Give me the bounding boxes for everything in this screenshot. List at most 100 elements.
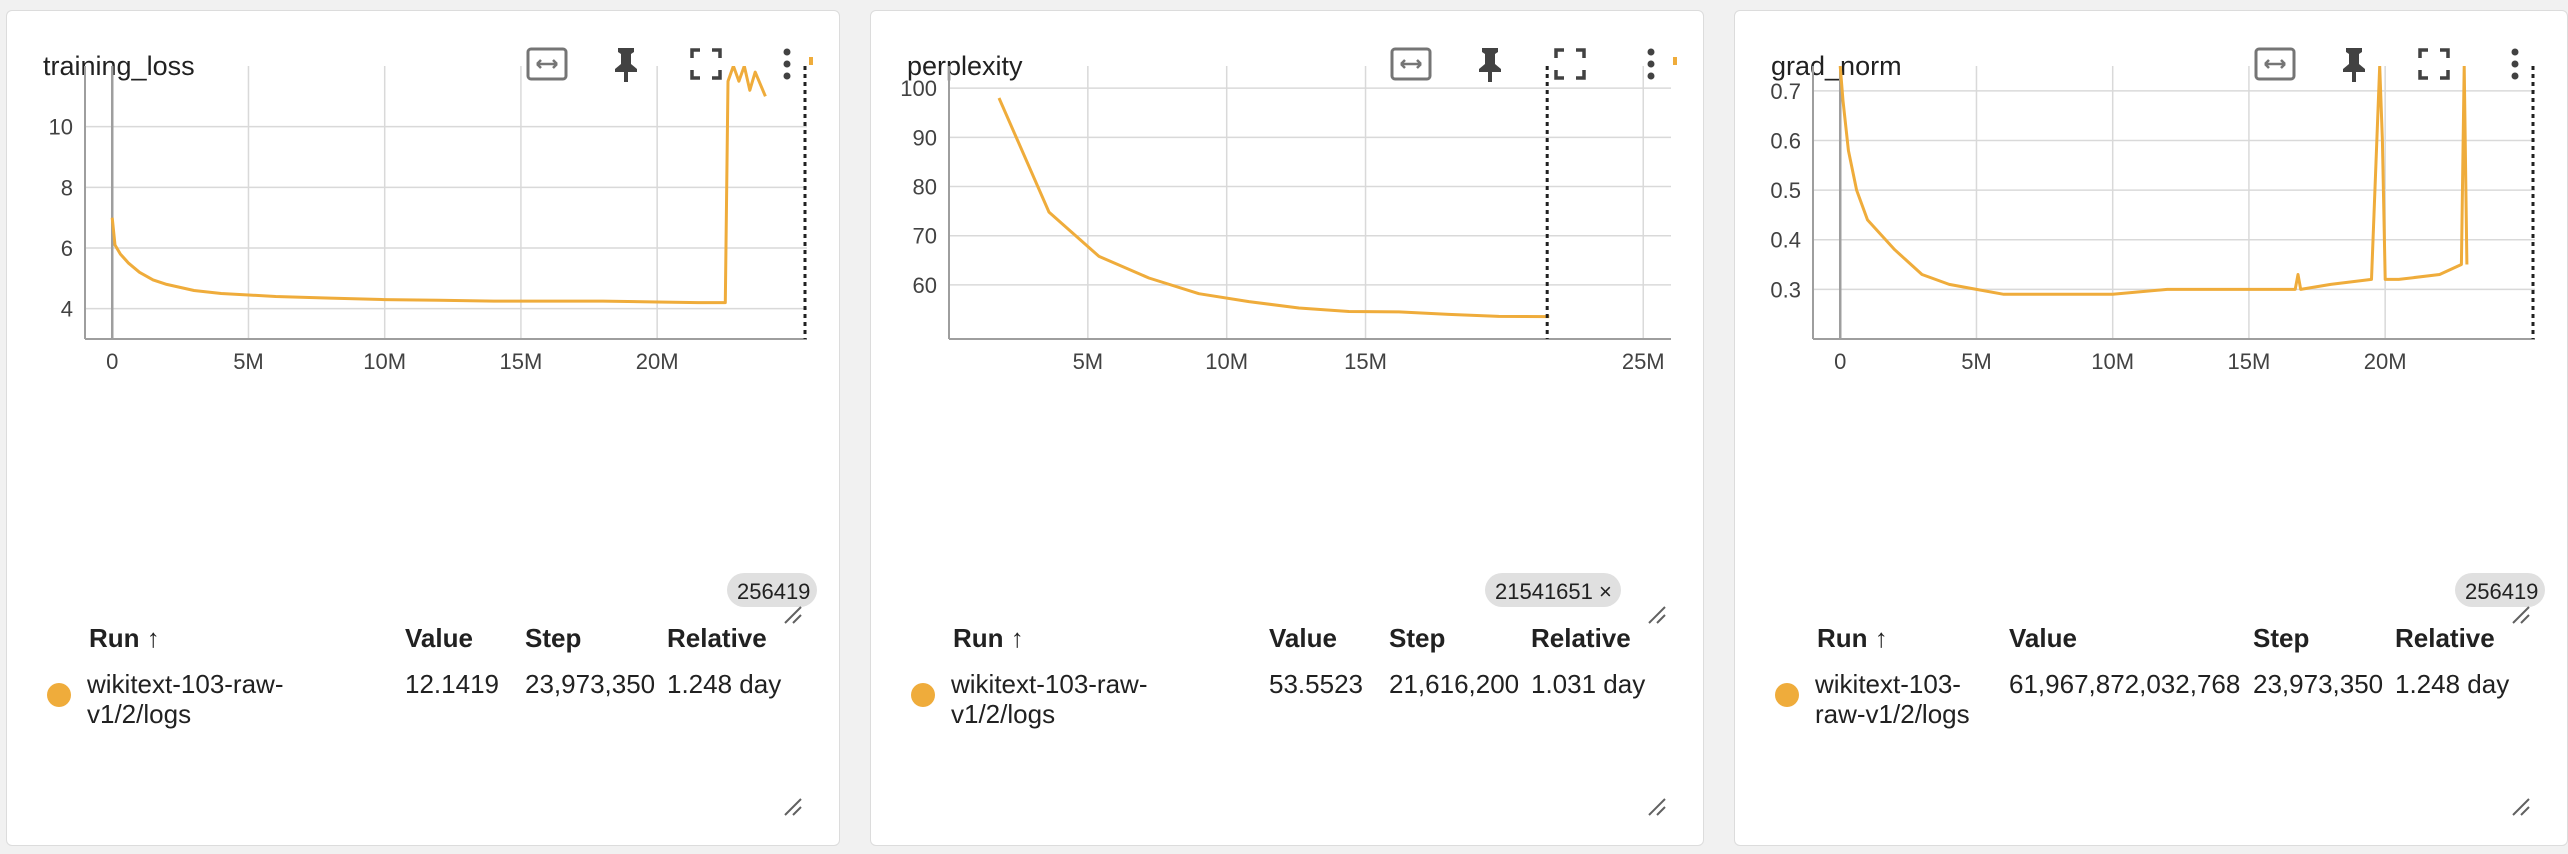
col-header-step[interactable]: Step [1389,623,1446,653]
col-header-value[interactable]: Value [405,623,473,653]
x-tick-label: 10M [363,349,406,374]
chart-resize-icon[interactable] [1647,605,1667,625]
card-title: perplexity [907,51,1023,81]
more-button[interactable] [762,39,812,89]
y-tick-label: 0.7 [1770,79,1801,104]
run-step: 23,973,350 [525,669,656,699]
card-title: training_loss [43,51,195,81]
y-tick-label: 0.5 [1770,178,1801,203]
x-tick-label: 15M [500,349,543,374]
y-tick-label: 100 [900,76,937,101]
fullscreen-icon [690,48,722,80]
col-header-step[interactable]: Step [525,623,582,653]
x-tick-label: 20M [636,349,679,374]
x-tick-label: 25M [1622,349,1665,374]
fit-domain-icon [2254,47,2296,81]
more-vert-icon [783,48,791,80]
pin-icon [615,48,637,82]
pin-button[interactable] [1465,39,1515,89]
series-line[interactable] [1838,66,2469,296]
run-relative: 1.248 day [667,669,782,699]
fit-domain-button[interactable] [1386,39,1436,89]
more-vert-icon [2511,48,2519,80]
fit-domain-icon [1390,47,1432,81]
x-tick-label: 15M [2228,349,2271,374]
col-header-relative[interactable]: Relative [667,623,767,653]
plot-area[interactable]: 60 70 80 90 100 5M 10M 15M 25M [900,66,1671,374]
fullscreen-button[interactable] [1545,39,1595,89]
y-tick-label: 60 [913,273,937,298]
col-header-value[interactable]: Value [2009,623,2077,653]
run-step: 21,616,200 [1389,669,1520,699]
y-tick-label: 0.3 [1770,277,1801,302]
chart-grad-norm[interactable]: 0.3 0.4 0.5 0.6 0.7 0 5M 10M 15M 20M 256419 [1735,11,2568,611]
fit-domain-icon [526,47,568,81]
run-value: 12.1419 [405,669,499,699]
col-header-run[interactable]: Run ↑ [953,623,1024,653]
y-tick-label: 4 [61,297,73,322]
col-header-value[interactable]: Value [1269,623,1337,653]
y-tick-label: 10 [49,115,73,140]
hover-step-text: 21541651 [1495,579,1593,604]
series-line[interactable] [997,97,1550,319]
card-training-loss: training_loss 4 6 8 10 0 5M 10M 15M 20M 256419 R… [6,10,840,846]
plot-area[interactable]: 0.3 0.4 0.5 0.6 0.7 0 5M 10M 15M 20M [1770,66,2535,374]
card-resize-icon[interactable] [783,797,803,817]
hover-step-text: 256419 [2465,579,2538,604]
run-color-dot [911,683,935,707]
pin-button[interactable] [2329,39,2379,89]
y-tick-label: 8 [61,175,73,200]
run-relative: 1.031 day [1531,669,1646,699]
run-step: 23,973,350 [2253,669,2384,699]
x-tick-label: 20M [2364,349,2407,374]
more-vert-icon [1647,48,1655,80]
run-value: 61,967,872,032,768 [2009,669,2241,699]
fullscreen-button[interactable] [2409,39,2459,89]
fullscreen-button[interactable] [681,39,731,89]
pin-button[interactable] [601,39,651,89]
x-tick-label: 0 [106,349,118,374]
card-grad-norm: grad_norm 0.3 0.4 0.5 0.6 0.7 0 5M 10M 15M 20M 25… [1734,10,2568,846]
fit-domain-button[interactable] [2250,39,2300,89]
col-header-run[interactable]: Run ↑ [1817,623,1888,653]
chart-resize-icon[interactable] [2511,605,2531,625]
run-color-dot [47,683,71,707]
hover-step-badge[interactable]: 256419 [2455,573,2545,607]
col-header-step[interactable]: Step [2253,623,2310,653]
run-name: wikitext-103-raw-v1/2/logs [1815,669,1970,729]
color-indicator [809,57,813,65]
card-resize-icon[interactable] [2511,797,2531,817]
card-resize-icon[interactable] [1647,797,1667,817]
run-relative: 1.248 day [2395,669,2510,699]
x-tick-label: 10M [1205,349,1248,374]
color-indicator [1673,57,1677,65]
y-tick-label: 80 [913,175,937,200]
fit-domain-button[interactable] [522,39,572,89]
card-perplexity: perplexity 60 70 80 90 100 5M 10M 15M 25M 215416… [870,10,1704,846]
fullscreen-icon [2418,48,2450,80]
pin-icon [1479,48,1501,82]
col-header-relative[interactable]: Relative [1531,623,1631,653]
chart-resize-icon[interactable] [783,605,803,625]
col-header-run[interactable]: Run ↑ [89,623,160,653]
x-tick-label: 5M [1961,349,1992,374]
hover-step-badge[interactable]: 21541651 × [1485,573,1621,607]
y-tick-label: 0.4 [1770,228,1801,253]
series-line[interactable] [110,66,767,305]
chart-perplexity[interactable]: 60 70 80 90 100 5M 10M 15M 25M 21541651 × [871,11,1705,611]
col-header-relative[interactable]: Relative [2395,623,2495,653]
hover-step-text: 256419 [737,579,810,604]
run-value: 53.5523 [1269,669,1363,699]
y-tick-label: 6 [61,236,73,261]
x-tick-label: 10M [2091,349,2134,374]
pin-icon [2343,48,2365,82]
hover-step-badge[interactable]: 256419 [727,573,817,607]
chart-training-loss[interactable]: 4 6 8 10 0 5M 10M 15M 20M 256419 [7,11,841,611]
more-button[interactable] [2490,39,2540,89]
y-tick-label: 70 [913,224,937,249]
x-tick-label: 5M [1073,349,1104,374]
run-name: wikitext-103-raw-v1/2/logs [87,669,284,729]
badge-close-icon[interactable]: × [1599,579,1612,604]
plot-area[interactable]: 4 6 8 10 0 5M 10M 15M 20M [49,66,807,374]
more-button[interactable] [1626,39,1676,89]
